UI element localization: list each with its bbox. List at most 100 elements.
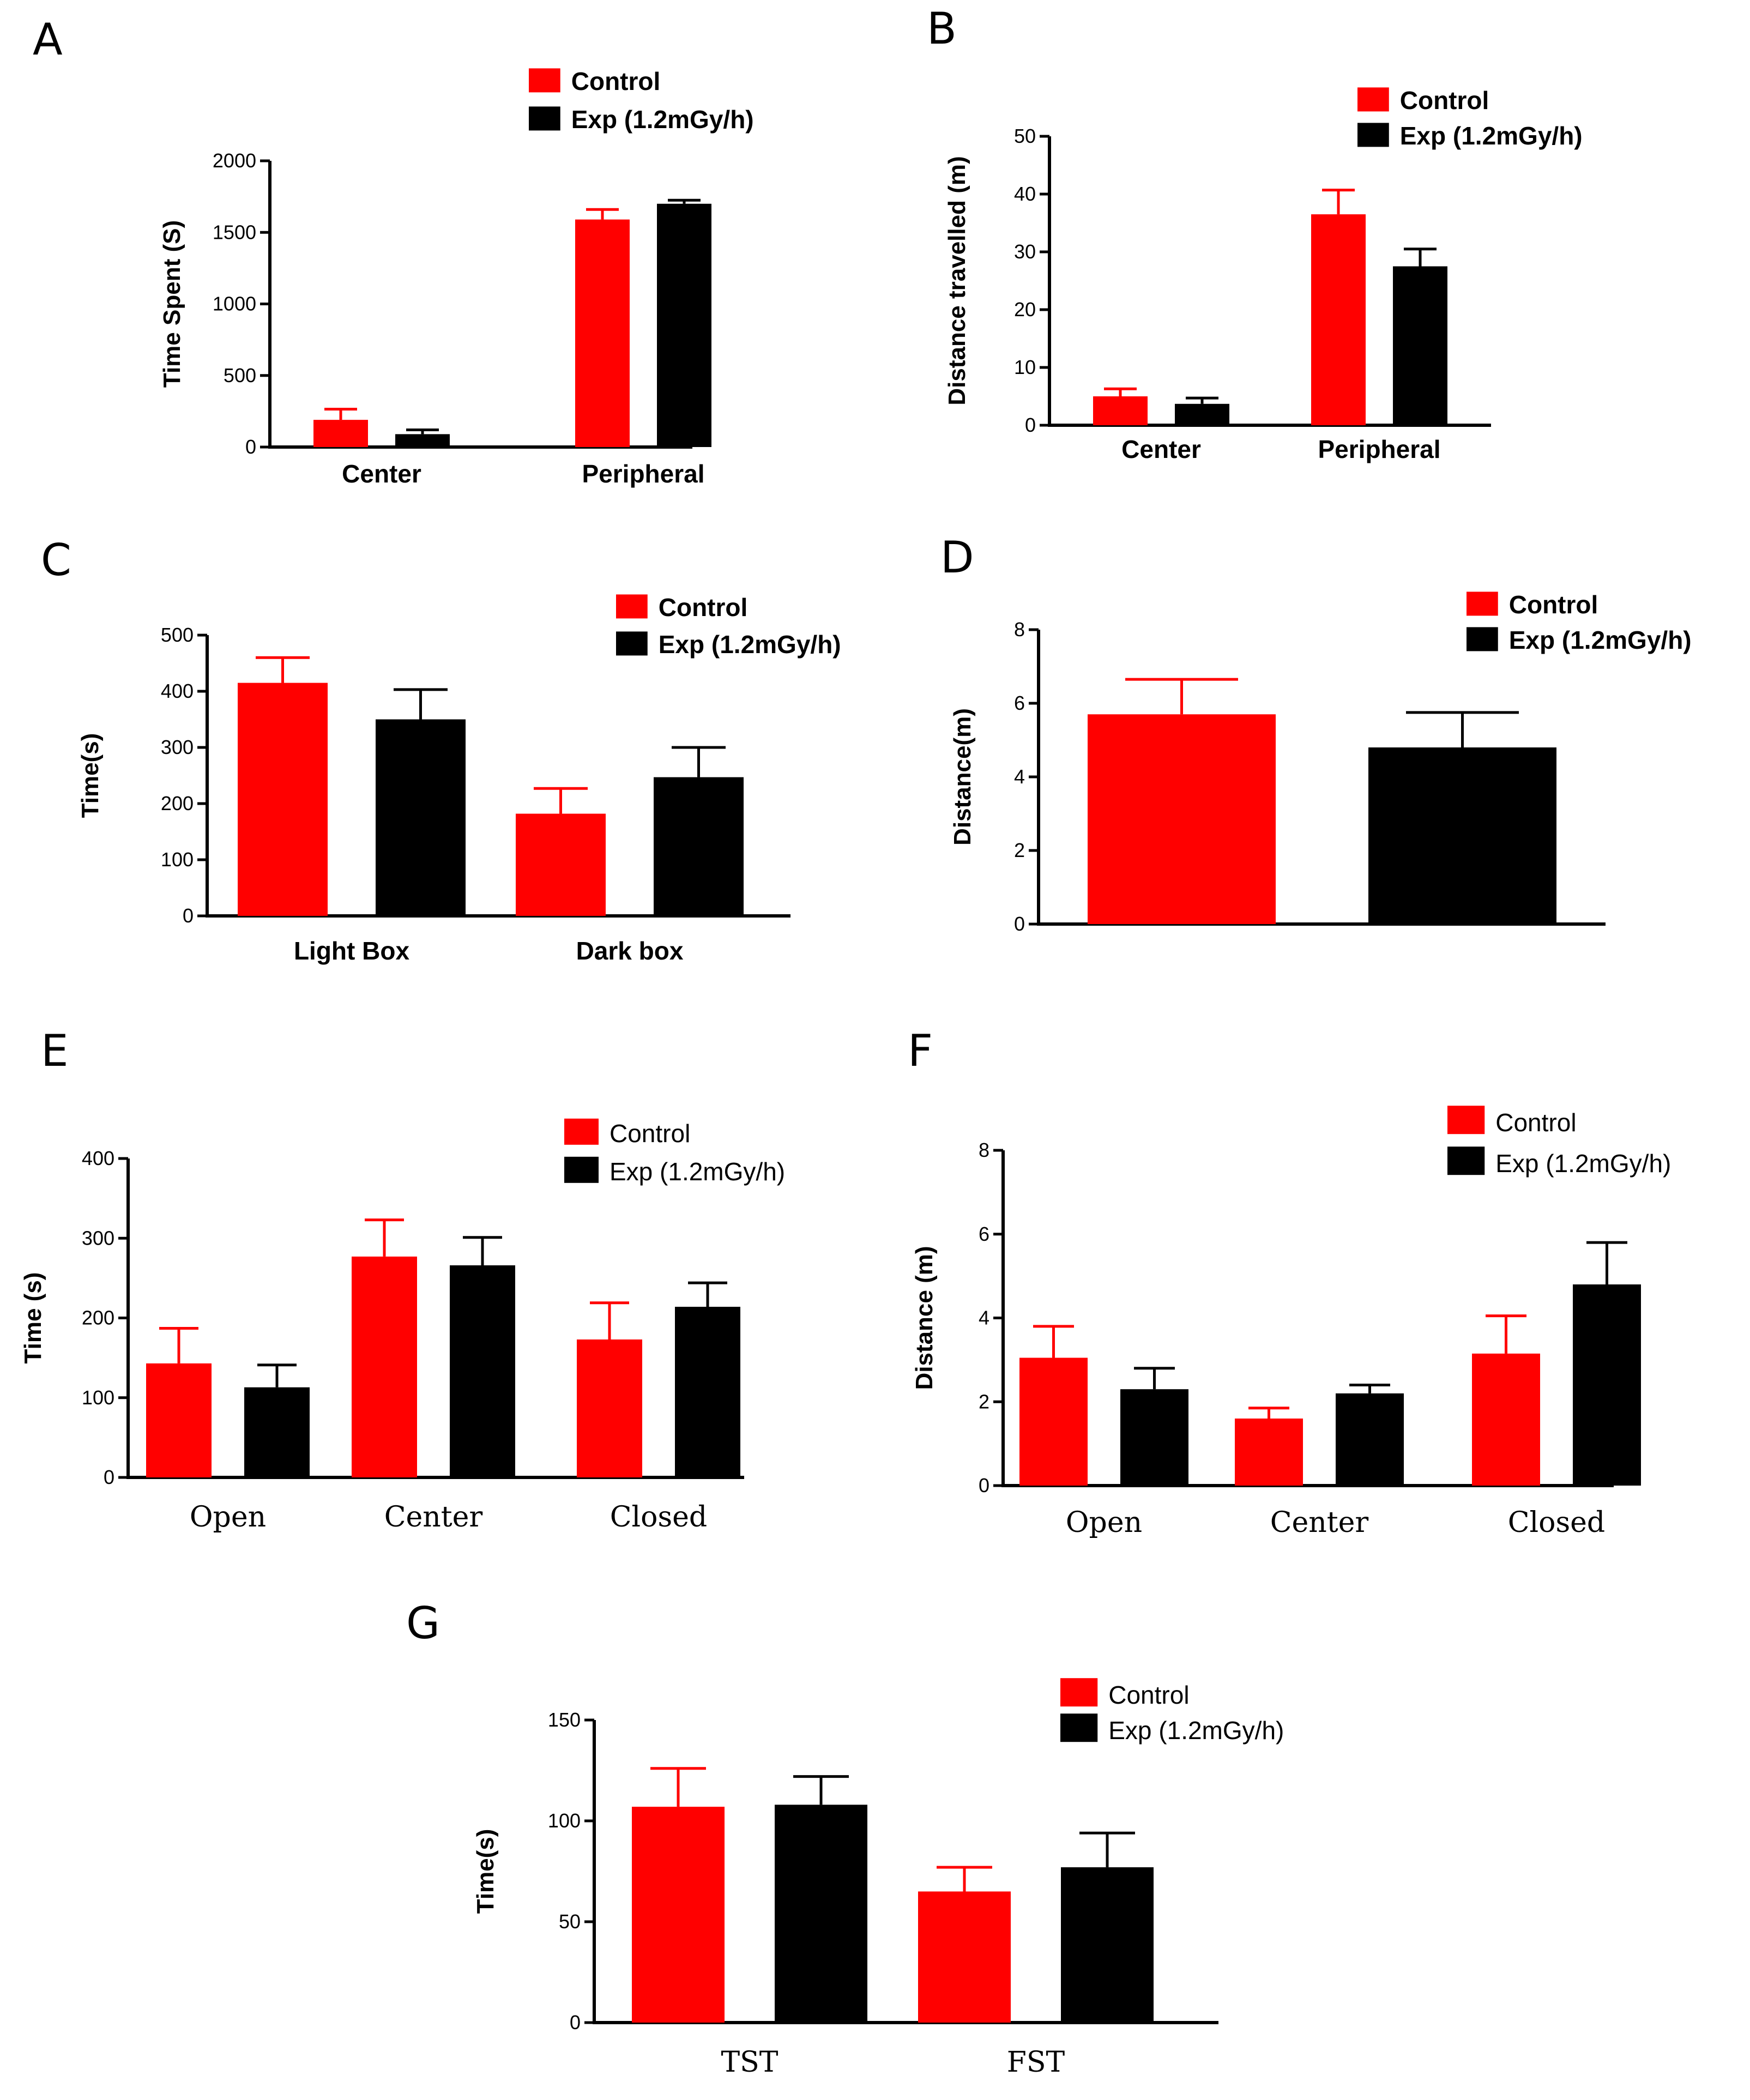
y-tick-label: 300 [161, 736, 194, 758]
y-tick-label: 0 [104, 1466, 114, 1488]
y-axis-label: Distance travelled (m) [944, 156, 970, 405]
legend-label: Exp (1.2mGy/h) [1108, 1716, 1284, 1745]
legend-swatch-control [529, 68, 560, 93]
bar-exp [395, 434, 450, 447]
bar-exp [1175, 403, 1229, 425]
y-tick-label: 400 [161, 680, 194, 702]
y-tick-label: 2000 [213, 149, 256, 172]
bar-control [313, 420, 368, 447]
chart-panel-c: C 0 100 200 300 400 500 Time(s) Light Box Dark bo… [41, 535, 841, 965]
y-tick-label: 200 [161, 792, 194, 814]
legend-swatch-exp [529, 106, 560, 131]
bar-exp [450, 1265, 515, 1477]
legend-label: Control [1400, 86, 1489, 114]
y-tick-label: 30 [1014, 240, 1036, 263]
chart-panel-b: B 0 10 20 30 40 50 Distance travelled (m) Center… [927, 3, 1583, 463]
category-label: Open [190, 1501, 266, 1534]
bar-exp [1393, 266, 1447, 425]
legend-label: Control [659, 593, 748, 621]
y-tick-label: 400 [82, 1147, 114, 1169]
category-label: TST [721, 2046, 779, 2079]
legend-label: Control [610, 1119, 690, 1148]
bar-control [1235, 1419, 1303, 1486]
y-tick-label: 500 [161, 624, 194, 646]
panel-letter: C [41, 535, 71, 586]
chart-panel-d: D 0 2 4 6 8 Distance(m) Control Exp (1.2mGy/h) [940, 532, 1692, 935]
y-tick-label: 8 [1014, 618, 1025, 641]
bar-control [352, 1256, 417, 1477]
y-tick-label: 8 [979, 1139, 989, 1161]
y-tick-label: 50 [1014, 125, 1036, 147]
y-tick-label: 0 [979, 1474, 989, 1496]
y-tick-label: 100 [82, 1386, 114, 1409]
legend-label: Control [1495, 1108, 1576, 1137]
bar-control [577, 1339, 642, 1477]
legend-swatch-control [564, 1118, 599, 1145]
chart-panel-a: A 0 500 1000 1500 2000 Time Spent (S) Center Per… [33, 14, 754, 488]
legend-swatch-exp [1447, 1146, 1485, 1175]
y-tick-label: 1000 [213, 293, 256, 315]
category-label: Closed [610, 1501, 707, 1534]
bar-exp [675, 1307, 740, 1477]
bar-control [918, 1891, 1011, 2023]
bar-exp [775, 1805, 867, 2023]
y-tick-label: 0 [570, 2011, 581, 2033]
bar-control [1472, 1353, 1540, 1486]
y-tick-label: 6 [1014, 692, 1025, 714]
bar-exp [1061, 1867, 1154, 2023]
y-tick-label: 4 [1014, 765, 1025, 788]
y-tick-label: 200 [82, 1307, 114, 1329]
panel-letter: D [940, 532, 974, 583]
legend-label: Control [1509, 590, 1598, 619]
legend-swatch-exp [564, 1156, 599, 1183]
bar-control [1311, 214, 1366, 425]
bar-control [238, 683, 328, 916]
y-tick-label: 150 [548, 1709, 581, 1731]
panel-letter: F [908, 1025, 933, 1076]
bar-control [146, 1363, 212, 1477]
chart-panel-g: G 0 50 100 150 Time(s) TST FST Control Exp (1.2mG… [406, 1598, 1284, 2079]
y-tick-label: 40 [1014, 183, 1036, 205]
legend-label: Exp (1.2mGy/h) [659, 630, 841, 659]
bar-exp [1120, 1389, 1188, 1486]
y-tick-label: 500 [224, 364, 256, 387]
category-label: Light Box [294, 937, 409, 965]
y-axis-label: Distance(m) [949, 708, 976, 846]
legend-label: Exp (1.2mGy/h) [1400, 122, 1583, 150]
y-axis-label: Time (s) [20, 1272, 46, 1364]
y-tick-label: 0 [245, 436, 256, 458]
category-label: Center [384, 1501, 483, 1534]
bar-exp [1336, 1393, 1404, 1486]
legend-swatch-exp [616, 631, 648, 656]
chart-panel-e: E 0 100 200 300 400 Time (s) Open Center Closed Co… [20, 1025, 785, 1534]
bar-control [1019, 1357, 1088, 1486]
y-tick-label: 100 [161, 848, 194, 871]
y-tick-label: 20 [1014, 298, 1036, 321]
legend-label: Exp (1.2mGy/h) [610, 1157, 785, 1186]
legend-swatch-control [616, 594, 648, 619]
panel-letter: B [927, 3, 957, 54]
legend-swatch-exp [1357, 123, 1389, 147]
legend-label: Exp (1.2mGy/h) [571, 105, 754, 134]
chart-panel-f: F 0 2 4 6 8 Distance (m) Open Center Closed Contro… [908, 1025, 1671, 1539]
bar-exp [657, 203, 711, 447]
y-tick-label: 10 [1014, 356, 1036, 378]
bar-exp [376, 719, 466, 916]
category-label: Center [342, 460, 421, 488]
legend-label: Control [1108, 1681, 1189, 1709]
y-axis-label: Time(s) [472, 1829, 499, 1914]
bar-control [516, 813, 606, 916]
legend-label: Control [571, 67, 661, 95]
y-tick-label: 6 [979, 1223, 989, 1245]
y-axis-label: Time(s) [77, 733, 104, 818]
panel-letter: G [406, 1598, 440, 1649]
legend-swatch-exp [1467, 627, 1498, 651]
category-label: Dark box [576, 937, 684, 965]
bar-exp [1368, 747, 1556, 924]
panel-letter: A [33, 14, 63, 65]
y-axis-label: Distance (m) [911, 1246, 938, 1390]
category-label: Open [1066, 1506, 1142, 1539]
category-label: Peripheral [1318, 435, 1441, 463]
y-tick-label: 0 [183, 904, 194, 927]
y-tick-label: 50 [559, 1910, 581, 1933]
